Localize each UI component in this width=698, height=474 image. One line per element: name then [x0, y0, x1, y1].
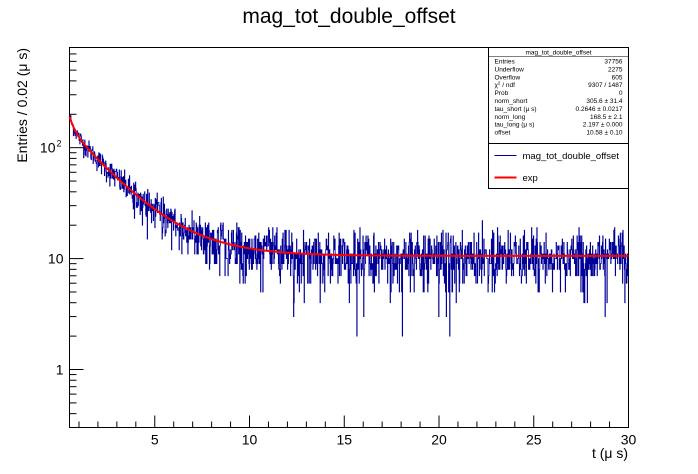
y-tick-label: 10 — [48, 251, 64, 267]
stats-value: 9307 / 1487 — [588, 82, 623, 89]
y-tick-exponent: 2 — [57, 139, 62, 149]
legend-label: exp — [523, 173, 538, 184]
stats-label: Underflow — [495, 66, 525, 73]
stats-value: 2.197 ± 0.000 — [583, 122, 623, 129]
stats-label: Prob — [495, 90, 509, 97]
stats-value: 0.2646 ± 0.0217 — [576, 106, 623, 113]
histogram-path — [69, 114, 629, 337]
x-tick-label: 10 — [242, 432, 258, 448]
y-axis-label: Entries / 0.02 (μ s) — [14, 48, 30, 163]
stats-box: mag_tot_double_offset Entries 37756 Underfl… — [488, 47, 629, 144]
fit-curve-series — [68, 116, 629, 257]
histogram-series — [69, 114, 629, 337]
legend-label: mag_tot_double_offset — [523, 151, 620, 162]
x-tick-label: 15 — [336, 432, 352, 448]
x-tick-label: 25 — [526, 432, 542, 448]
plot-frame — [69, 47, 629, 428]
y-tick-label: 10 — [40, 140, 56, 156]
x-tick-label: 20 — [431, 432, 447, 448]
stats-value: 0 — [619, 90, 623, 97]
stats-label: Overflow — [495, 74, 521, 81]
stats-value: 10.58 ± 0.10 — [586, 130, 622, 137]
stats-value: 2275 — [608, 66, 623, 73]
stats-label: tau_long (μ s) — [495, 122, 535, 129]
stats-label: tau_short (μ s) — [495, 106, 537, 113]
chart-title: mag_tot_double_offset — [242, 5, 455, 28]
stats-label: norm_short — [495, 98, 528, 105]
stats-box-title: mag_tot_double_offset — [525, 50, 591, 57]
stats-label: norm_long — [495, 114, 526, 121]
stats-value: 168.5 ± 2.1 — [590, 114, 623, 121]
stats-value: 605 — [612, 74, 623, 81]
stats-value: 37756 — [604, 59, 622, 66]
stats-label: χ2 / ndf — [495, 81, 516, 90]
stats-label: offset — [495, 130, 511, 137]
x-axis: 5 10 15 20 25 30 — [78, 415, 637, 448]
y-tick-label: 1 — [56, 362, 64, 378]
stats-box-frame — [488, 47, 629, 144]
legend-frame — [488, 143, 629, 189]
x-tick-label: 30 — [621, 432, 637, 448]
x-tick-label: 5 — [151, 432, 159, 448]
stats-value: 305.6 ± 31.4 — [586, 98, 622, 105]
stats-label: Entries — [495, 59, 516, 66]
fit-curve-path — [68, 116, 629, 257]
x-axis-label: t (μ s) — [592, 445, 628, 461]
